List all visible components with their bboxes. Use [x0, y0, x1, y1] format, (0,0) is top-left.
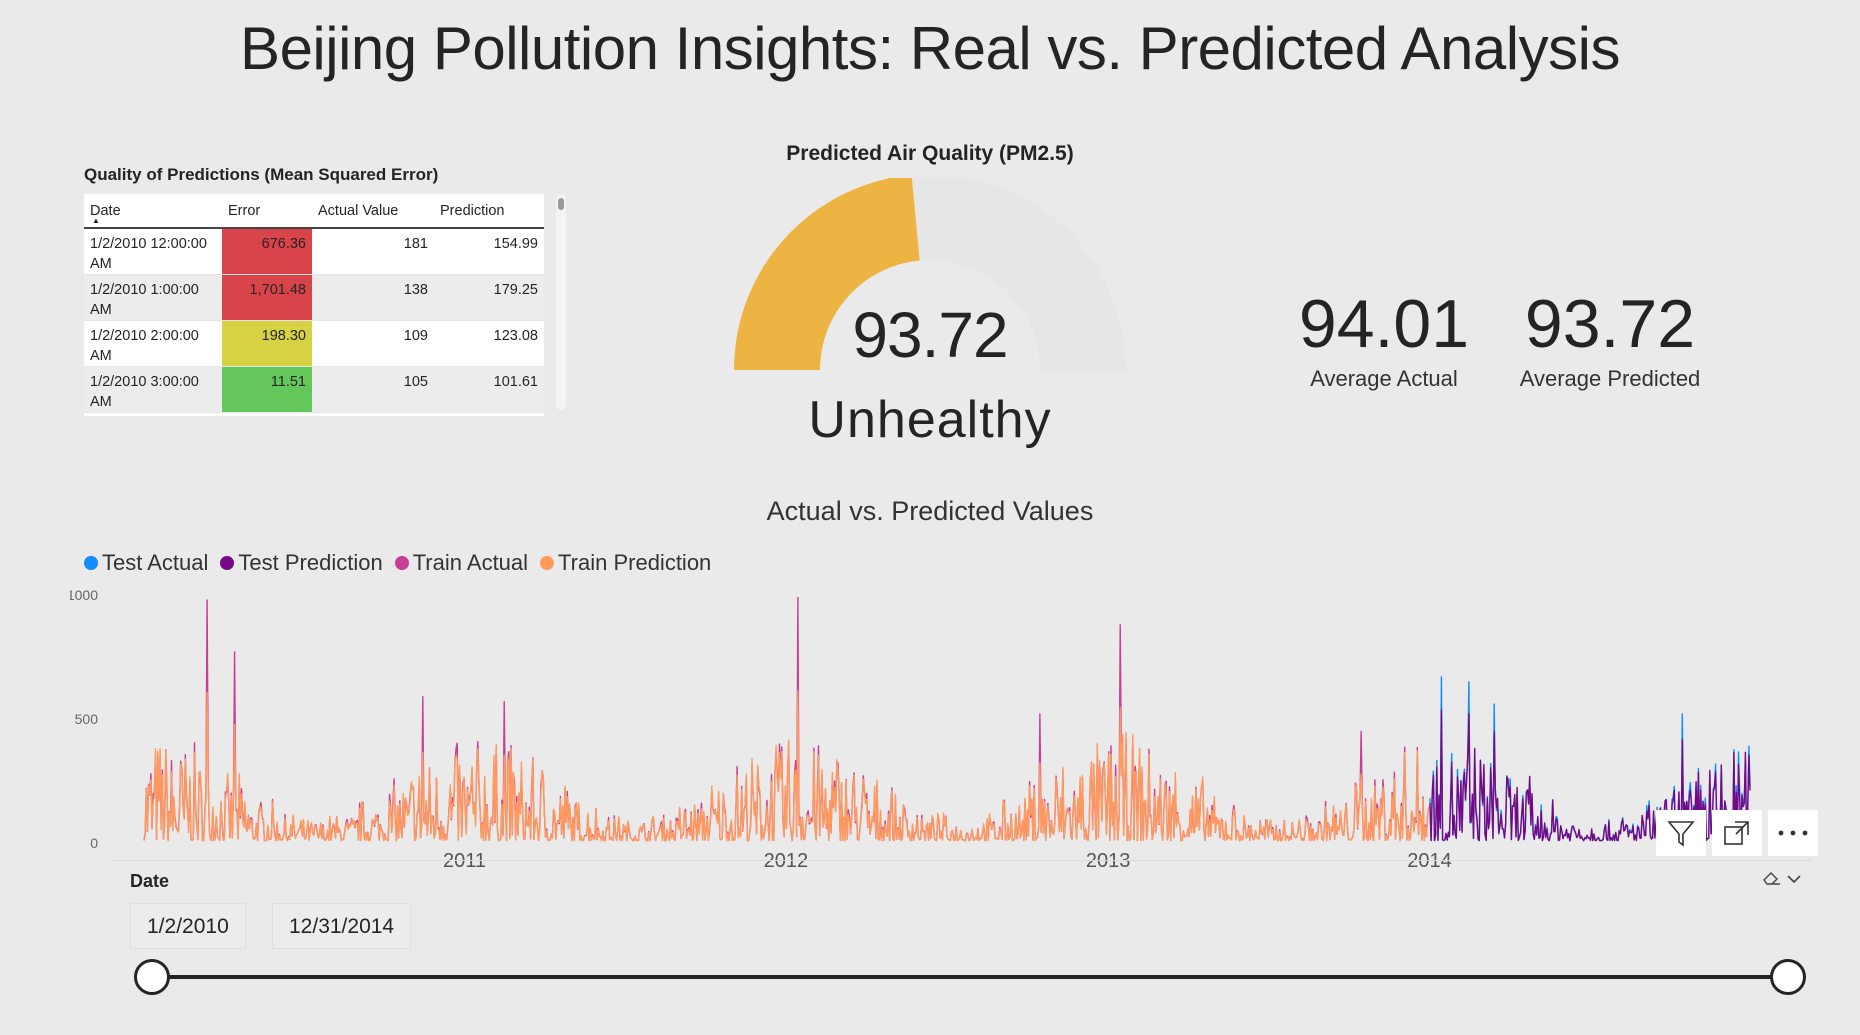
- cell-error: 198.30: [222, 320, 312, 367]
- date-text: AM: [90, 348, 112, 364]
- date-text: 1/2/2010 2:00:00: [90, 328, 199, 344]
- table-row[interactable]: 1/2/2010 2:00:00 AM 198.30 109 123.08: [84, 320, 544, 367]
- column-header-date[interactable]: Date: [84, 194, 222, 229]
- kpi-average-actual[interactable]: 94.01 Average Actual: [1274, 286, 1494, 392]
- cell-actual: 138: [312, 274, 434, 321]
- table-row[interactable]: 1/2/2010 3:00:00 AM 11.51 105 101.61: [84, 366, 544, 413]
- table-scrollbar-thumb[interactable]: [558, 198, 564, 210]
- table-title: Quality of Predictions (Mean Squared Err…: [84, 165, 439, 184]
- slicer-start-date-input[interactable]: 1/2/2010: [130, 903, 246, 949]
- x-tick-label: 2012: [764, 850, 809, 872]
- cell-date: 1/2/2010 2:00:00 AM: [84, 320, 222, 367]
- kpi-value: 93.72: [1524, 286, 1696, 362]
- cell-prediction: 101.61: [434, 366, 544, 413]
- cell-actual: 105: [312, 366, 434, 413]
- x-tick-label: 2014: [1407, 850, 1452, 872]
- date-text: 1/2/2010 1:00:00: [90, 282, 199, 298]
- legend-item-train-actual[interactable]: Train Actual: [394, 550, 529, 576]
- table-scrollbar[interactable]: [556, 194, 566, 410]
- slicer-end-date-input[interactable]: 12/31/2014: [272, 903, 412, 949]
- more-options-icon[interactable]: [1768, 810, 1818, 856]
- table-row[interactable]: 1/2/2010 12:00:00 AM 676.36 181 154.99: [84, 228, 544, 275]
- slicer-end-handle[interactable]: [1770, 959, 1806, 995]
- date-text: 1/2/2010 12:00:00: [90, 236, 207, 252]
- legend-item-train-prediction[interactable]: Train Prediction: [540, 550, 711, 576]
- cell-date: 1/2/2010 3:00:00 AM: [84, 366, 222, 413]
- y-tick-label: 0: [90, 835, 98, 851]
- gauge-fill: [734, 178, 920, 370]
- table-row[interactable]: 1/2/2010 1:00:00 AM 1,701.48 138 179.25: [84, 274, 544, 321]
- report-title: Beijing Pollution Insights: Real vs. Pre…: [240, 15, 1620, 82]
- chevron-down-icon[interactable]: [1786, 872, 1802, 889]
- date-slicer[interactable]: Date 1/2/2010 12/31/2014: [112, 860, 1812, 1004]
- gauge-title: Predicted Air Quality (PM2.5): [786, 142, 1074, 165]
- cell-error: 1,701.48: [222, 274, 312, 321]
- date-text: AM: [90, 302, 112, 318]
- cell-date: 1/2/2010 12:00:00 AM: [84, 228, 222, 275]
- date-text: 1/2/2010 3:00:00: [90, 374, 199, 390]
- chart-legend: Test Actual Test Prediction Train Actual…: [84, 548, 723, 578]
- legend-label: Test Actual: [102, 550, 209, 575]
- cell-prediction: 179.25: [434, 274, 544, 321]
- gauge-visual[interactable]: Predicted Air Quality (PM2.5) 93.72 Unhe…: [700, 138, 1160, 458]
- legend-dot: [220, 556, 235, 570]
- column-header-prediction[interactable]: Prediction: [434, 194, 544, 229]
- column-header-actual[interactable]: Actual Value: [312, 194, 434, 229]
- legend-label: Train Prediction: [558, 550, 712, 575]
- kpi-average-predicted[interactable]: 93.72 Average Predicted: [1500, 286, 1720, 392]
- kpi-label: Average Actual: [1310, 366, 1458, 391]
- x-tick-label: 2013: [1086, 850, 1131, 872]
- slicer-tools: [1762, 869, 1802, 890]
- test-prediction-line: [1429, 709, 1751, 842]
- kpi-value: 94.01: [1298, 286, 1470, 362]
- focus-mode-icon[interactable]: [1712, 810, 1762, 856]
- slicer-start-handle[interactable]: [134, 959, 170, 995]
- slicer-range-track[interactable]: [152, 975, 1788, 979]
- filter-icon[interactable]: [1656, 810, 1706, 856]
- y-tick-label: 1000: [70, 587, 98, 603]
- legend-dot: [394, 556, 409, 570]
- slicer-title: Date: [130, 871, 170, 891]
- column-header-error[interactable]: Error: [222, 194, 312, 229]
- chart-title: Actual vs. Predicted Values: [766, 496, 1094, 526]
- cell-prediction: 123.08: [434, 320, 544, 367]
- date-text: AM: [90, 256, 112, 272]
- cell-date: 1/2/2010 1:00:00 AM: [84, 274, 222, 321]
- date-text: AM: [90, 394, 112, 410]
- mse-table-visual[interactable]: Quality of Predictions (Mean Squared Err…: [84, 162, 572, 416]
- mse-table: Date Error Actual Value Prediction 1/2/2…: [84, 194, 544, 413]
- line-chart-plot[interactable]: 0 500 1000 2011 2012 2013 2014: [70, 585, 1770, 885]
- train-prediction-line: [143, 690, 1430, 842]
- legend-item-test-prediction[interactable]: Test Prediction: [220, 550, 383, 576]
- cell-error: 676.36: [222, 228, 312, 275]
- cell-prediction: 154.99: [434, 228, 544, 275]
- table-body-wrapper[interactable]: Date Error Actual Value Prediction 1/2/2…: [84, 194, 544, 416]
- legend-label: Test Prediction: [238, 550, 383, 575]
- gauge-value: 93.72: [852, 299, 1008, 371]
- legend-dot: [540, 556, 555, 570]
- x-tick-label: 2011: [443, 850, 486, 872]
- cell-actual: 181: [312, 228, 434, 275]
- kpi-label: Average Predicted: [1519, 366, 1701, 391]
- legend-item-test-actual[interactable]: Test Actual: [84, 550, 208, 576]
- eraser-icon[interactable]: [1762, 872, 1786, 889]
- gauge-status-label: Unhealthy: [808, 391, 1052, 449]
- visual-header-buttons: [1656, 810, 1818, 856]
- y-tick-label: 500: [75, 711, 99, 727]
- legend-dot: [84, 556, 98, 570]
- cell-actual: 109: [312, 320, 434, 367]
- gauge-chart: [734, 178, 1126, 370]
- legend-label: Train Actual: [412, 550, 529, 575]
- cell-error: 11.51: [222, 366, 312, 413]
